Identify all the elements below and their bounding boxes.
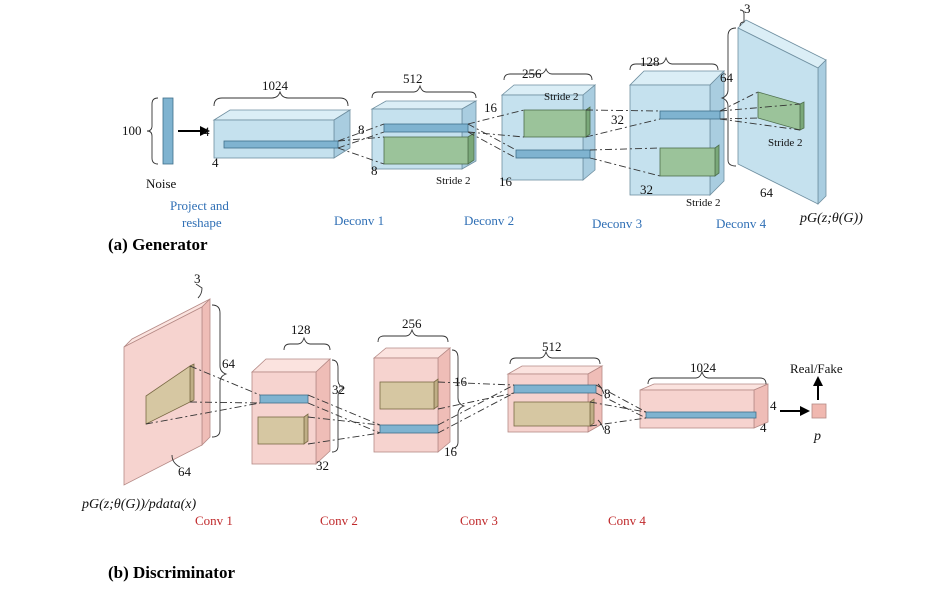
conv1-top-dim: 128 [291,322,311,337]
discriminator-input-formula: pG(z;θ(G))/pdata(x) [81,497,197,512]
deconv1-block: 512 8 8 Stride 2 [358,71,478,187]
deconv4-stride: Stride 2 [768,137,803,149]
deconv1-bottom-dim: 8 [371,163,378,178]
conv3-bottom-dim: 8 [604,422,611,437]
generator-output-formula: pG(z;θ(G)) [799,211,863,226]
noise-arrow [178,126,210,136]
output-symbol: p [813,429,821,444]
input-right-dim: 64 [222,356,236,371]
project-left-dim: 4 [203,124,210,139]
deconv2-label: Deconv 2 [464,213,514,228]
deconv1-top-dim: 512 [403,71,423,86]
conv3-top-dim: 512 [542,339,562,354]
conv1-right-dim: 32 [332,382,345,397]
input-image-block: 3 64 64 [123,271,236,486]
discriminator-connections [145,365,647,445]
conv4-label: Conv 4 [608,513,646,528]
project-label-line1: Project and [170,198,229,213]
conv4-bottom-dim: 4 [760,420,767,435]
deconv3-stride: Stride 2 [686,197,721,209]
deconv2-block: 256 16 16 Stride 2 [484,66,597,189]
conv2-block: 256 16 16 [372,316,468,459]
project-bottom-dim: 4 [212,155,219,170]
deconv3-top-dim: 128 [640,54,660,69]
deconv2-left-dim: 16 [484,100,498,115]
conv3-right-dim: 8 [604,386,611,401]
conv4-right-dim: 4 [770,398,777,413]
discriminator-caption: (b) Discriminator [108,563,235,582]
conv2-bottom-dim: 16 [444,444,458,459]
input-top-dim: 3 [194,271,201,286]
deconv1-left-dim: 8 [358,122,365,137]
conv3-label: Conv 3 [460,513,498,528]
discriminator-section: 3 64 64 pG(z;θ(G))/pdata(x) 128 32 32 Co… [81,271,843,582]
deconv4-block: 3 64 64 Stride 2 [720,1,827,205]
project-reshape-block: 1024 4 4 [203,78,352,170]
conv1-block: 128 32 32 [250,322,346,473]
deconv4-bottom-dim: 64 [760,185,774,200]
deconv4-label: Deconv 4 [716,216,767,231]
deconv4-left-dim: 64 [720,70,734,85]
deconv2-stride: Stride 2 [544,91,579,103]
deconv4-top-dim: 3 [744,1,751,16]
deconv1-stride: Stride 2 [436,175,471,187]
conv2-right-dim: 16 [454,374,468,389]
generator-caption: (a) Generator [108,235,208,254]
conv4-top-dim: 1024 [690,360,717,375]
project-top-dim: 1024 [262,78,289,93]
conv2-top-dim: 256 [402,316,422,331]
real-fake-label: Real/Fake [790,361,843,376]
conv4-block: 1024 4 4 [639,360,777,435]
noise-dim-label: 100 [122,123,142,138]
conv1-label: Conv 1 [195,513,233,528]
discriminator-output: Real/Fake p [780,361,843,444]
generator-connections [337,91,801,177]
deconv2-bottom-dim: 16 [499,174,513,189]
conv2-label: Conv 2 [320,513,358,528]
deconv3-block: 128 32 32 Stride 2 [611,54,725,209]
input-bottom-dim: 64 [178,464,192,479]
deconv3-label: Deconv 3 [592,216,642,231]
project-label-line2: reshape [182,215,222,230]
deconv1-label: Deconv 1 [334,213,384,228]
deconv3-left-dim: 32 [611,112,624,127]
conv1-bottom-dim: 32 [316,458,329,473]
deconv3-bottom-dim: 32 [640,182,653,197]
generator-section: 100 Noise 1024 4 4 Project and reshape [108,1,863,254]
noise-vector: 100 Noise [122,97,177,191]
noise-label: Noise [146,176,177,191]
deconv2-top-dim: 256 [522,66,542,81]
conv3-block: 512 8 8 [506,339,611,437]
